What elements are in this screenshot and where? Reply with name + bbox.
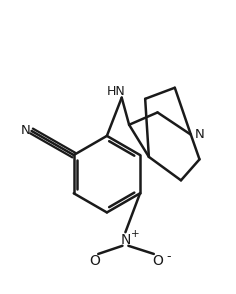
Text: N: N xyxy=(194,128,204,141)
Text: HN: HN xyxy=(107,85,126,98)
Text: N: N xyxy=(21,124,30,138)
Text: -: - xyxy=(167,250,171,263)
Text: O: O xyxy=(89,254,100,268)
Text: N: N xyxy=(120,233,131,247)
Text: O: O xyxy=(152,254,163,268)
Text: +: + xyxy=(131,229,139,239)
